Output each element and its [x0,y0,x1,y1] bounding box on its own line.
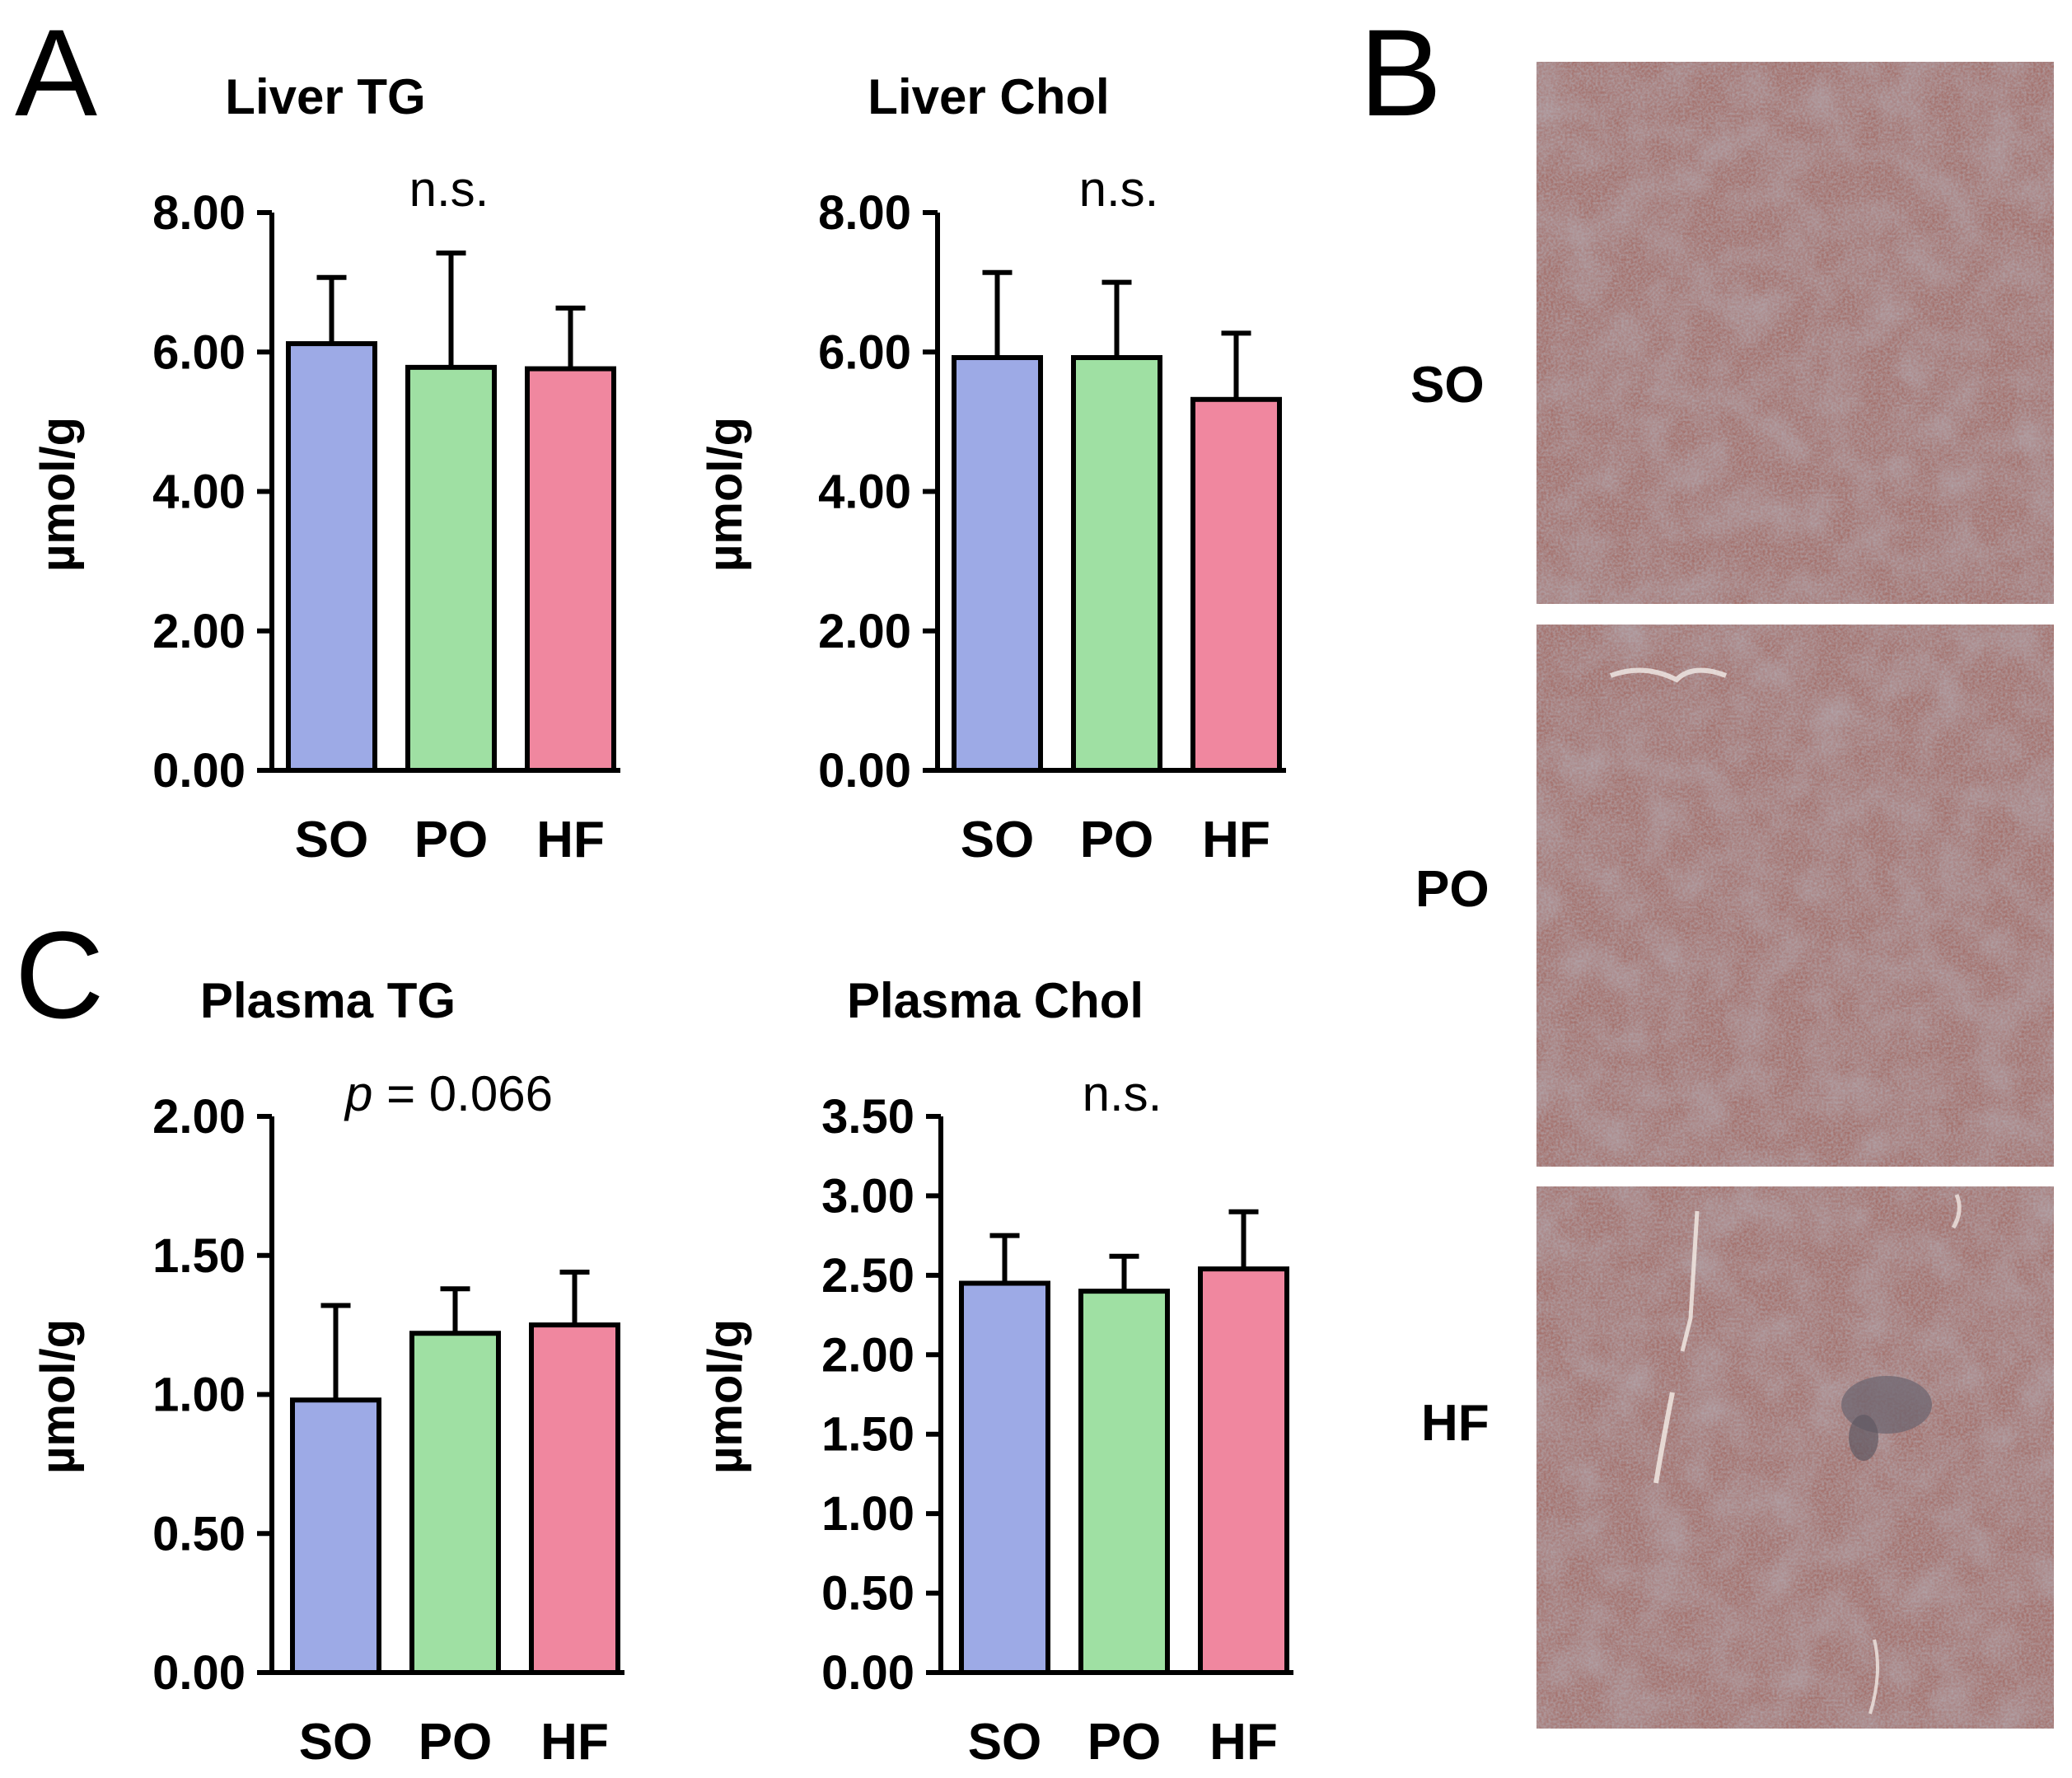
significance-annotation: n.s. [409,161,489,217]
y-tick-label: 1.50 [152,1229,246,1283]
x-tick-label: PO [1080,812,1154,868]
y-tick-label: 2.00 [152,605,246,658]
y-tick-label: 1.00 [152,1369,246,1422]
y-tick-label: 0.50 [821,1567,914,1621]
x-tick-label: HF [1202,812,1270,868]
chart-title: Liver Chol [868,69,1109,124]
bar-so [290,1397,381,1675]
panel-label-b: B [1359,3,1442,142]
y-axis-label: µmol/g [699,1319,752,1474]
x-tick-label: SO [295,812,369,868]
x-tick-label: HF [536,812,605,868]
bar-so [286,341,377,774]
x-tick-label: SO [961,812,1035,868]
bar-po [405,364,497,773]
chart-liver-tg: Liver TG n.s. µmol/g SO PO HF 0.00 2.00 4.00 6.00… [31,69,620,868]
y-tick-label: 6.00 [152,325,246,379]
bar-hf [525,366,616,773]
bar-po [409,1331,501,1675]
x-tick-label: HF [1209,1714,1278,1771]
panel-label-c: C [15,905,104,1044]
y-axis-label: µmol/g [31,1319,85,1474]
bar-hf [1190,396,1282,773]
significance-annotation: p = 0.066 [344,1066,553,1121]
bar-po [1071,355,1162,773]
x-tick-label: SO [968,1714,1042,1771]
bar-hf [1198,1266,1289,1675]
y-tick-label: 2.00 [818,605,911,658]
significance-annotation: n.s. [1079,161,1159,217]
y-tick-label: 6.00 [818,325,911,379]
histology-panel: SO PO HF [1410,62,2054,1729]
panel-label-a: A [15,3,97,142]
x-tick-label: PO [414,812,489,868]
y-tick-label: 3.50 [821,1090,914,1144]
p-symbol: p [344,1066,372,1121]
p-value: = 0.066 [372,1066,553,1121]
y-tick-label: 8.00 [152,186,246,240]
histology-label-po: PO [1415,861,1490,918]
y-tick-label: 8.00 [818,186,911,240]
bar-hf [529,1322,620,1675]
y-tick-label: 2.00 [152,1090,246,1144]
chart-plasma-chol: Plasma Chol n.s. µmol/g SO PO HF 0.00 0.50 1.00 1… [699,973,1293,1771]
y-tick-label: 4.00 [152,466,246,519]
y-tick-label: 2.00 [821,1328,914,1382]
y-axis-label: µmol/g [31,417,85,572]
histology-label-hf: HF [1421,1395,1490,1452]
y-tick-label: 0.00 [152,1646,246,1700]
histology-label-so: SO [1410,357,1485,414]
x-tick-label: PO [419,1714,493,1771]
bar-po [1078,1289,1170,1675]
y-tick-label: 0.50 [152,1507,246,1560]
chart-liver-chol: Liver Chol n.s. µmol/g SO PO HF 0.00 2.00 4.00 6.… [699,69,1286,868]
y-tick-label: 0.00 [818,744,911,798]
x-tick-label: PO [1087,1714,1162,1771]
chart-title: Plasma Chol [847,973,1144,1028]
x-tick-label: SO [299,1714,373,1771]
y-tick-label: 2.50 [821,1249,914,1303]
y-tick-label: 1.50 [821,1408,914,1462]
x-tick-label: HF [540,1714,609,1771]
chart-title: Plasma TG [200,973,456,1028]
y-tick-label: 0.00 [152,744,246,798]
histology-image-hf [1536,1186,2054,1729]
y-tick-label: 1.00 [821,1487,914,1541]
histology-image-so [1536,62,2054,604]
y-axis-label: µmol/g [699,417,752,572]
y-tick-label: 3.00 [821,1169,914,1223]
chart-title: Liver TG [225,69,425,124]
significance-annotation: n.s. [1083,1066,1162,1121]
y-tick-label: 4.00 [818,466,911,519]
chart-plasma-tg: Plasma TG p = 0.066 µmol/g SO PO HF 0.00 0.50 1.… [31,973,624,1771]
bar-so [952,355,1043,773]
histology-image-po [1536,625,2054,1167]
bar-so [959,1280,1050,1675]
y-tick-label: 0.00 [821,1646,914,1700]
